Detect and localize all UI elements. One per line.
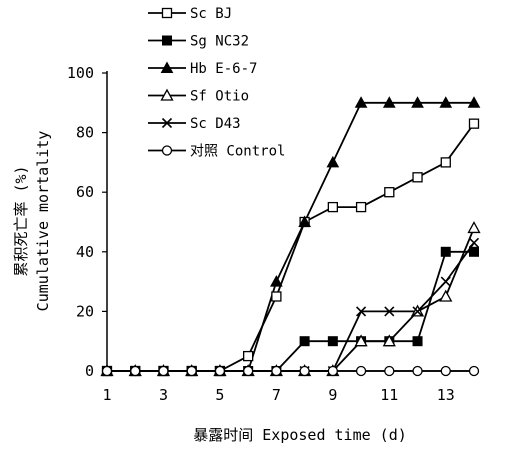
data-point-2-8 bbox=[326, 155, 340, 168]
series-group bbox=[100, 96, 481, 377]
data-point-0-8 bbox=[327, 201, 338, 213]
legend-label-5: 对照 Control bbox=[190, 144, 285, 160]
y-tick-label: 0 bbox=[85, 362, 94, 380]
legend-marker-2 bbox=[160, 61, 174, 73]
legend: Sc BJ Sg NC32 Hb E-6-7 Sf Otio Sc D43 对照 Cont… bbox=[148, 6, 285, 160]
data-point-1-11 bbox=[412, 336, 423, 347]
legend-marker-1 bbox=[162, 35, 172, 46]
x-tick-label: 13 bbox=[437, 386, 455, 404]
data-point-0-12 bbox=[440, 157, 451, 168]
y-axis-label-en: Cumulative mortality bbox=[34, 131, 52, 312]
data-point-0-10 bbox=[384, 187, 395, 198]
data-point-0-13 bbox=[468, 118, 480, 129]
x-tick-label: 7 bbox=[272, 386, 281, 404]
data-point-4-12 bbox=[440, 276, 451, 287]
data-point-3-12 bbox=[439, 289, 453, 302]
x-axis-label: 暴露时间 Exposed time (d) bbox=[193, 426, 407, 444]
data-point-5-5 bbox=[243, 365, 254, 377]
legend-marker-3 bbox=[160, 88, 174, 101]
data-point-2-9 bbox=[354, 96, 368, 108]
data-point-0-6 bbox=[271, 291, 282, 302]
data-point-5-12 bbox=[440, 365, 451, 377]
data-point-2-6 bbox=[270, 275, 283, 287]
legend-marker-0 bbox=[161, 7, 173, 19]
data-point-5-2 bbox=[158, 365, 169, 377]
x-tick-label: 9 bbox=[328, 386, 337, 404]
y-tick-label: 20 bbox=[76, 302, 94, 320]
data-point-5-1 bbox=[130, 365, 141, 377]
legend-marker-4 bbox=[161, 117, 173, 129]
legend-label-2: Hb E-6-7 bbox=[190, 61, 257, 77]
series-line-2 bbox=[107, 101, 474, 372]
y-axis-label-cn: 累积死亡率 (%) bbox=[12, 165, 30, 276]
data-point-2-7 bbox=[298, 215, 311, 227]
data-point-0-5 bbox=[243, 350, 254, 362]
series-line-3 bbox=[107, 227, 475, 372]
data-point-5-6 bbox=[271, 365, 282, 377]
data-point-1-8 bbox=[327, 336, 338, 347]
x-tick-label: 11 bbox=[380, 386, 398, 404]
data-point-4-10 bbox=[384, 306, 395, 317]
data-point-4-9 bbox=[356, 306, 367, 317]
data-point-5-4 bbox=[214, 365, 226, 377]
data-point-0-9 bbox=[355, 201, 367, 213]
data-point-3-10 bbox=[382, 334, 396, 347]
legend-label-4: Sc D43 bbox=[190, 116, 241, 132]
data-point-5-3 bbox=[186, 365, 197, 377]
data-point-1-7 bbox=[299, 336, 310, 347]
data-point-5-11 bbox=[412, 365, 423, 377]
data-point-2-10 bbox=[382, 96, 396, 108]
data-point-5-9 bbox=[355, 365, 367, 377]
x-tick-label: 5 bbox=[215, 386, 224, 404]
legend-label-0: Sc BJ bbox=[190, 6, 232, 22]
y-tick-label: 60 bbox=[76, 183, 94, 201]
y-tick-label: 80 bbox=[76, 124, 94, 142]
x-tick-label: 1 bbox=[102, 386, 111, 404]
series-line-4 bbox=[107, 242, 475, 372]
data-point-5-10 bbox=[384, 365, 395, 377]
data-point-5-13 bbox=[468, 365, 480, 377]
data-point-4-11 bbox=[412, 306, 423, 317]
data-point-5-7 bbox=[299, 365, 310, 377]
data-point-1-12 bbox=[440, 246, 451, 257]
data-point-2-12 bbox=[439, 96, 453, 108]
data-point-1-13 bbox=[469, 246, 479, 257]
data-point-5-0 bbox=[101, 365, 113, 377]
y-tick-label: 100 bbox=[67, 64, 94, 82]
legend-label-3: Sf Otio bbox=[190, 89, 249, 105]
data-point-2-11 bbox=[411, 96, 424, 108]
data-point-0-11 bbox=[412, 172, 423, 183]
y-tick-label: 40 bbox=[76, 243, 94, 261]
data-point-3-13 bbox=[467, 221, 481, 234]
data-point-3-9 bbox=[354, 334, 368, 347]
legend-label-1: Sg NC32 bbox=[190, 34, 249, 50]
x-tick-label: 3 bbox=[159, 386, 168, 404]
data-point-5-8 bbox=[327, 365, 338, 377]
legend-marker-5 bbox=[161, 145, 173, 156]
data-point-4-13 bbox=[468, 237, 480, 248]
data-point-2-13 bbox=[467, 96, 481, 108]
